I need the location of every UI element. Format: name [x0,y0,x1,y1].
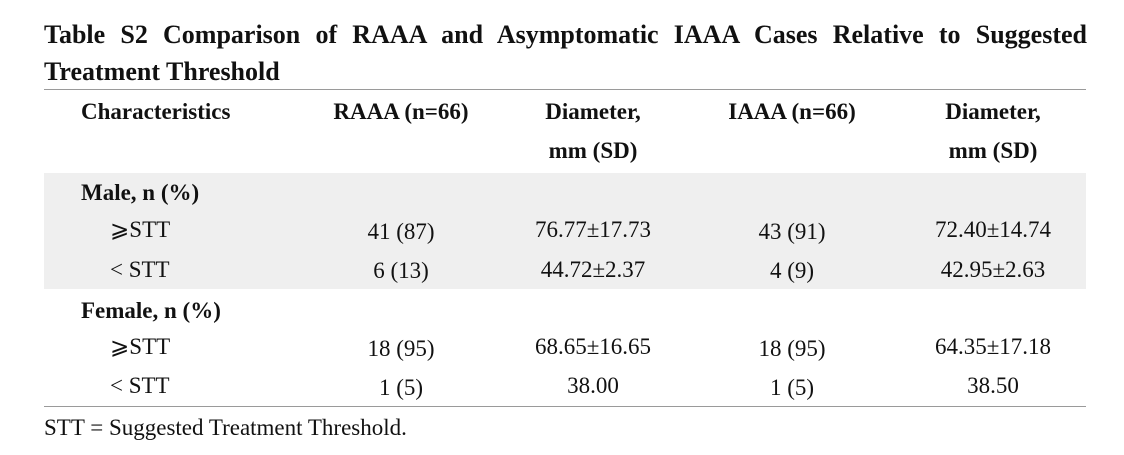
cell-female-ge-stt-iaaa: 18 (95) [758,336,826,361]
header-characteristics: Characteristics [81,99,231,124]
header-iaaa: IAAA (n=66) [728,99,856,124]
row-label-female-ge-stt: ⩾STT [110,334,171,359]
cell-male-lt-stt-raaa-diameter: 44.72±2.37 [540,257,646,282]
cell-female-ge-stt-raaa: 18 (95) [367,336,435,361]
cell-male-lt-stt-iaaa-diameter: 42.95±2.63 [940,257,1046,282]
table-bottom-rule [44,406,1086,407]
cell-female-lt-stt-raaa: 1 (5) [378,375,424,400]
group-label-male: Male, n (%) [81,180,200,205]
table-top-rule [44,89,1086,90]
cell-male-ge-stt-iaaa: 43 (91) [758,219,826,244]
header-raaa-diameter-line1: Diameter, [545,99,641,124]
cell-female-lt-stt-iaaa: 1 (5) [769,375,815,400]
cell-male-ge-stt-raaa-diameter: 76.77±17.73 [534,217,652,242]
cell-male-lt-stt-iaaa: 4 (9) [769,258,815,283]
cell-female-ge-stt-iaaa-diameter: 64.35±17.18 [934,334,1052,359]
male-group-shading [44,173,1086,289]
table-footnote: STT = Suggested Treatment Threshold. [44,415,407,440]
cell-male-lt-stt-raaa: 6 (13) [373,258,429,283]
header-iaaa-diameter-line1: Diameter, [945,99,1041,124]
header-raaa-diameter-line2: mm (SD) [548,138,638,163]
cell-female-ge-stt-raaa-diameter: 68.65±16.65 [534,334,652,359]
row-label-female-lt-stt: < STT [110,373,170,398]
cell-male-ge-stt-raaa: 41 (87) [367,219,435,244]
header-iaaa-diameter-line2: mm (SD) [948,138,1038,163]
table-title: Table S2 Comparison of RAAA and Asymptom… [44,20,1087,86]
cell-male-ge-stt-iaaa-diameter: 72.40±14.74 [934,217,1052,242]
cell-female-lt-stt-raaa-diameter: 38.00 [567,373,619,398]
header-raaa: RAAA (n=66) [333,99,469,124]
cell-female-lt-stt-iaaa-diameter: 38.50 [967,373,1019,398]
row-label-male-ge-stt: ⩾STT [110,217,171,242]
group-label-female: Female, n (%) [81,298,221,323]
row-label-male-lt-stt: < STT [110,257,170,282]
